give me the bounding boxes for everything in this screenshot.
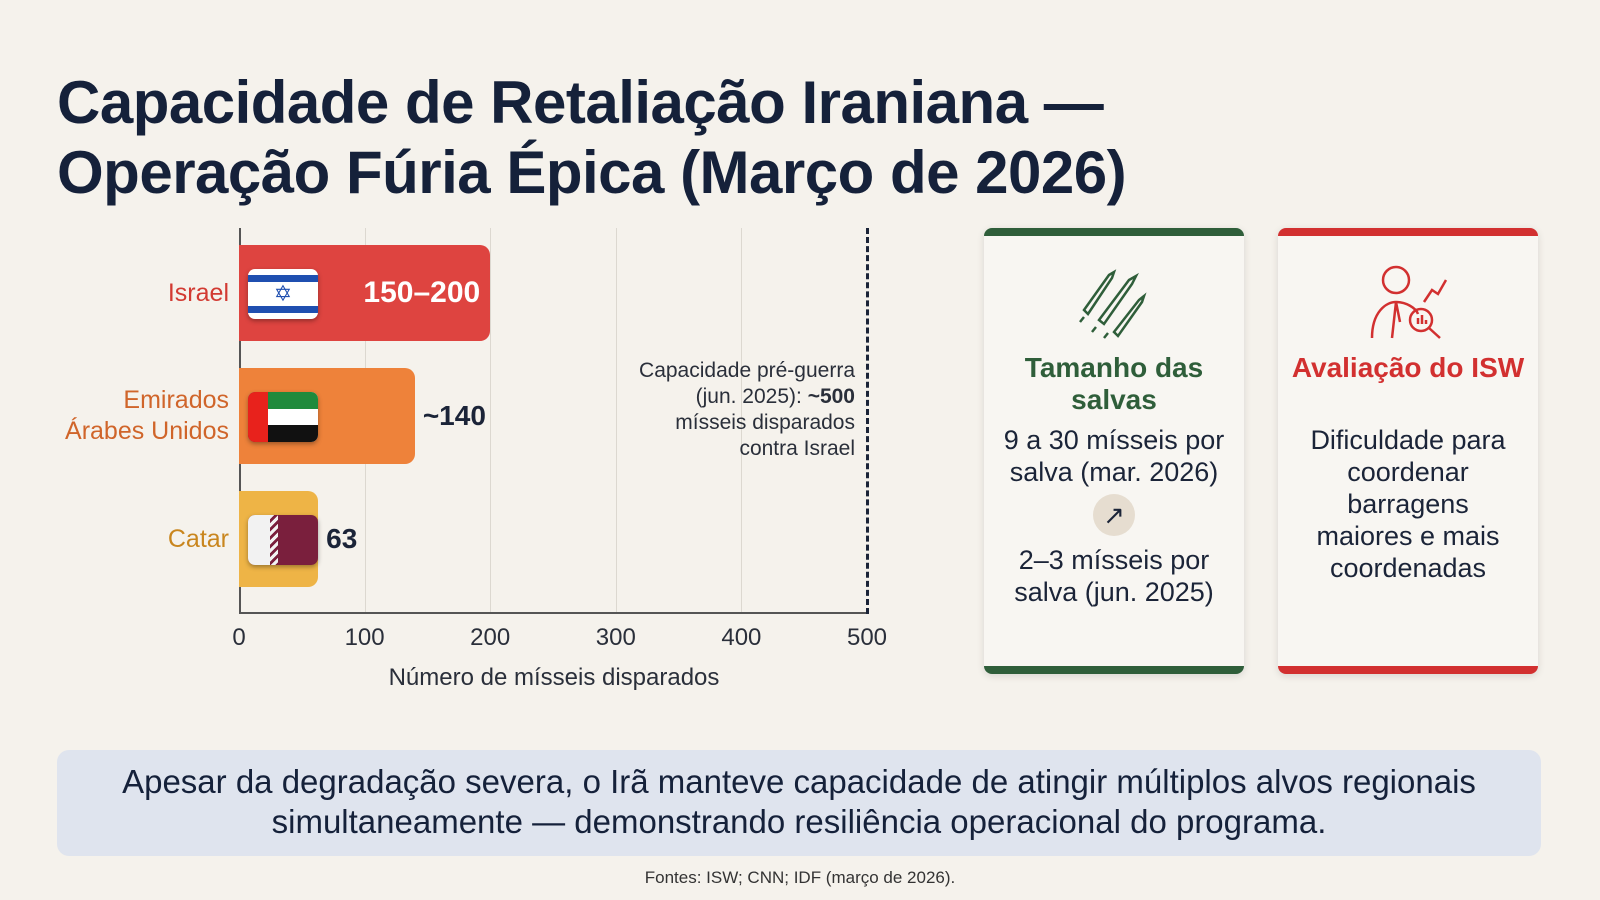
x-tick-label: 500 xyxy=(846,624,888,651)
bar-value-label: 63 xyxy=(326,523,358,554)
israel-flag-icon: ✡ xyxy=(248,269,318,319)
summary-banner: Apesar da degradação severa, o Irã mante… xyxy=(57,750,1541,856)
annotation-text: Capacidade pré-guerra (jun. 2025): xyxy=(639,359,855,408)
x-tick-label: 0 xyxy=(232,624,246,651)
x-tick-label: 300 xyxy=(595,624,636,651)
missiles-icon xyxy=(1079,269,1147,339)
reference-line xyxy=(866,228,869,614)
card-title: Tamanho das salvas xyxy=(1024,352,1204,415)
reference-annotation: Capacidade pré-guerra (jun. 2025): ~500 … xyxy=(635,358,855,462)
x-tick-label: 200 xyxy=(470,624,511,651)
card-text-current: 9 a 30 mísseis por salva (mar. 2026) xyxy=(1003,425,1225,487)
page-title: Capacidade de Retaliação Iraniana — Opera… xyxy=(57,68,1127,208)
gridline xyxy=(615,228,617,612)
card-text: Dificuldade para coordenar barragens mai… xyxy=(1310,425,1506,583)
title-line-2: Operação Fúria Épica (Março de 2026) xyxy=(57,139,1127,206)
card-salvo-size: Tamanho das salvas 9 a 30 mísseis por sa… xyxy=(984,228,1244,674)
uae-flag-icon xyxy=(248,392,318,442)
bar-chart: 0 100 200 300 400 500 ✡ 150–200 Israel ~140 Emirad… xyxy=(0,0,960,720)
x-tick-label: 400 xyxy=(721,624,762,651)
title-line-1: Capacidade de Retaliação Iraniana — xyxy=(57,69,1104,136)
x-axis-label: Número de mísseis disparados xyxy=(388,664,720,691)
analyst-icon xyxy=(1370,265,1448,339)
bar-value-label: ~140 xyxy=(422,400,486,431)
gridline xyxy=(741,228,743,612)
bar-0: ✡ xyxy=(239,245,491,341)
bar-2 xyxy=(239,491,319,587)
source-note: Fontes: ISW; CNN; IDF (março de 2026). xyxy=(644,868,956,887)
category-label: Emirados Árabes Unidos xyxy=(65,386,229,445)
x-axis xyxy=(239,612,869,614)
category-label: Israel xyxy=(167,278,229,307)
card-isw-assessment: Avaliação do ISW Dificuldade para coorde… xyxy=(1278,228,1538,674)
bar-value-label: 150–200 xyxy=(363,276,481,309)
qatar-flag-icon xyxy=(248,515,318,565)
annotation-text-after: mísseis disparados contra Israel xyxy=(675,411,855,460)
card-title: Avaliação do ISW xyxy=(1291,352,1525,383)
category-label: Catar xyxy=(167,524,229,553)
x-tick-label: 100 xyxy=(344,624,385,651)
trend-arrow-icon: ↗ xyxy=(1093,494,1135,536)
bar-1 xyxy=(239,368,415,464)
card-text-previous: 2–3 mísseis por salva (jun. 2025) xyxy=(1014,545,1214,607)
annotation-value: ~500 xyxy=(807,385,855,408)
gridline xyxy=(490,228,492,612)
